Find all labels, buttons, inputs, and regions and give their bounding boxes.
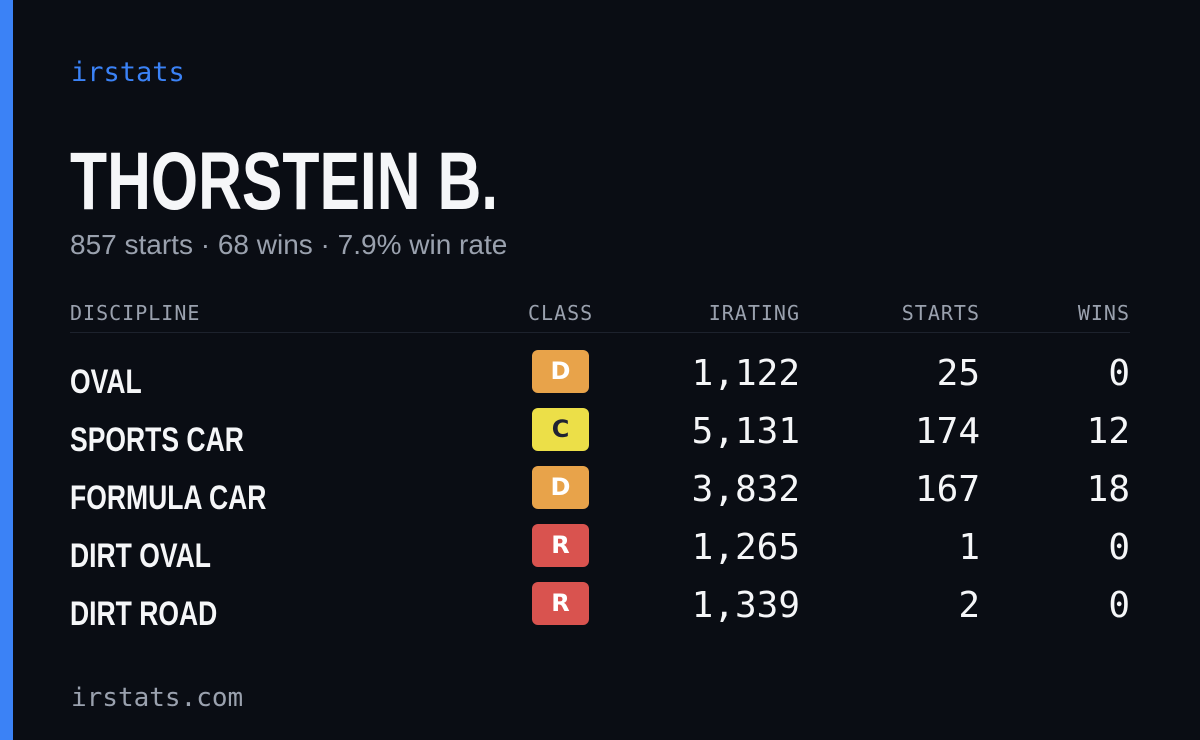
table-row: OVAL D 1,122 25 0 xyxy=(70,350,1130,408)
class-badge: C xyxy=(532,408,589,451)
accent-bar xyxy=(0,0,13,740)
table-row: SPORTS CAR C 5,131 174 12 xyxy=(70,408,1130,466)
wins-value: 0 xyxy=(1108,585,1130,626)
footer-domain-link[interactable]: irstats.com xyxy=(71,683,244,713)
brand-logo[interactable]: irstats xyxy=(71,57,185,88)
header-class: CLASS xyxy=(528,301,594,325)
discipline-name: DIRT OVAL xyxy=(70,537,211,575)
driver-name: THORSTEIN B. xyxy=(70,136,499,227)
starts-value: 167 xyxy=(914,469,980,510)
class-badge: R xyxy=(532,524,589,567)
class-badge: D xyxy=(532,350,589,393)
discipline-name: SPORTS CAR xyxy=(70,421,244,459)
table-row: FORMULA CAR D 3,832 167 18 xyxy=(70,466,1130,524)
table-row: DIRT ROAD R 1,339 2 0 xyxy=(70,582,1130,640)
irating-value: 1,339 xyxy=(691,585,800,626)
class-badge: R xyxy=(532,582,589,625)
irating-value: 3,832 xyxy=(691,469,800,510)
irating-value: 5,131 xyxy=(691,411,800,452)
table-body: OVAL D 1,122 25 0 SPORTS CAR C 5,131 174… xyxy=(70,350,1130,640)
irating-value: 1,122 xyxy=(691,353,800,394)
class-badge: D xyxy=(532,466,589,509)
header-wins: WINS xyxy=(1077,301,1130,325)
starts-value: 1 xyxy=(958,527,980,568)
header-discipline: DISCIPLINE xyxy=(70,301,201,325)
header-starts: STARTS xyxy=(901,301,980,325)
discipline-name: FORMULA CAR xyxy=(70,479,267,517)
irating-value: 1,265 xyxy=(691,527,800,568)
discipline-name: OVAL xyxy=(70,363,142,401)
wins-value: 0 xyxy=(1108,527,1130,568)
wins-value: 18 xyxy=(1086,469,1130,510)
header-irating: IRATING xyxy=(708,301,800,325)
starts-value: 2 xyxy=(958,585,980,626)
table-header: DISCIPLINE CLASS IRATING STARTS WINS xyxy=(70,296,1130,333)
driver-summary: 857 starts · 68 wins · 7.9% win rate xyxy=(70,229,508,260)
table-row: DIRT OVAL R 1,265 1 0 xyxy=(70,524,1130,582)
discipline-name: DIRT ROAD xyxy=(70,595,218,633)
wins-value: 0 xyxy=(1108,353,1130,394)
discipline-table: DISCIPLINE CLASS IRATING STARTS WINS OVA… xyxy=(70,296,1130,640)
starts-value: 25 xyxy=(936,353,980,394)
wins-value: 12 xyxy=(1086,411,1130,452)
starts-value: 174 xyxy=(914,411,980,452)
